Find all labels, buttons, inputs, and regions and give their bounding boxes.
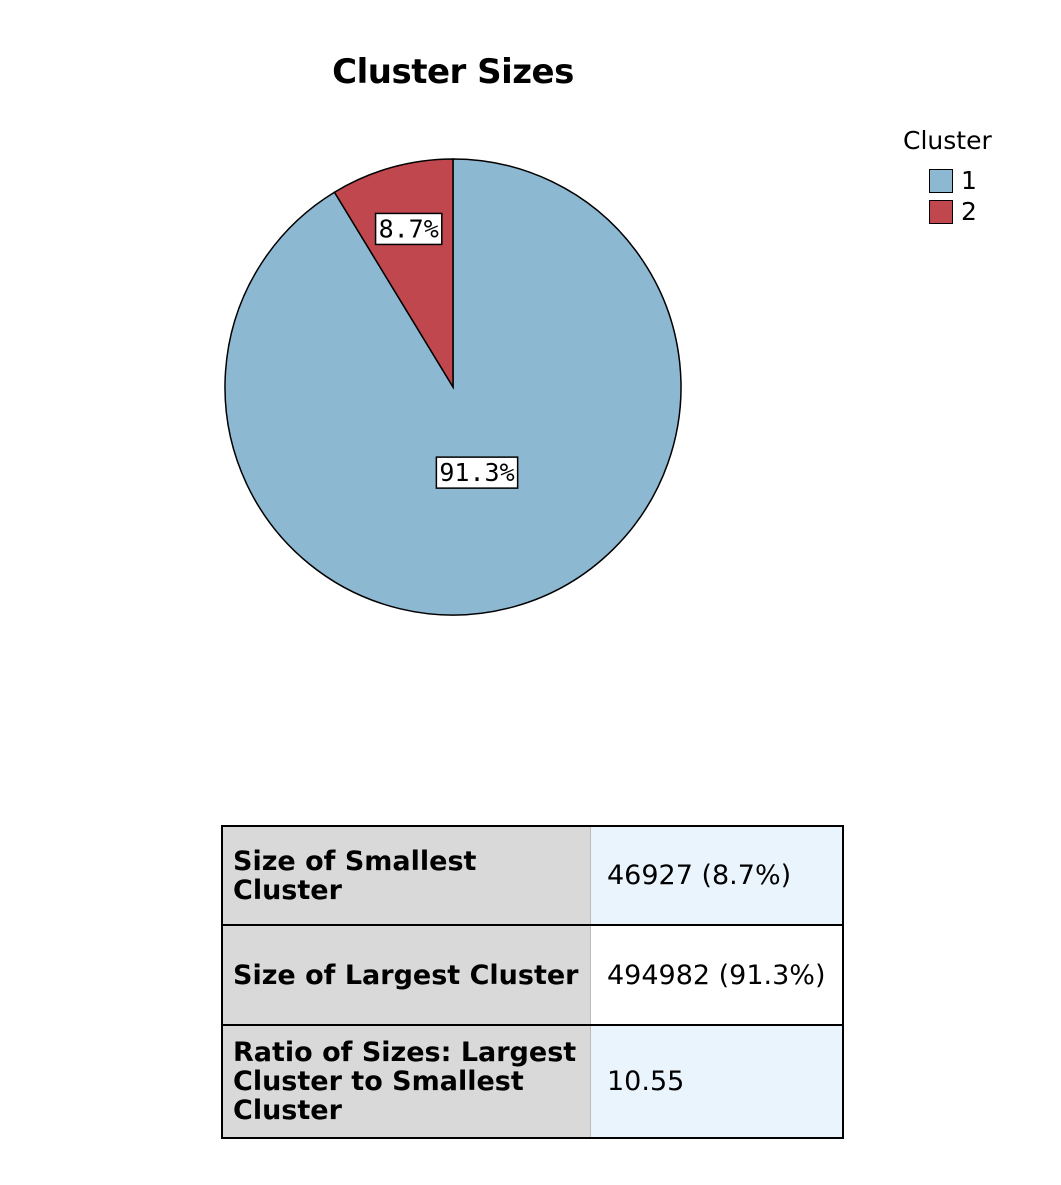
cluster-size-summary-table: Size of Smallest Cluster 46927 (8.7%) Si…	[221, 825, 844, 1139]
legend-item-cluster-2: 2	[929, 196, 1020, 227]
pie-label-text-cluster-2: 8.7%	[379, 214, 439, 243]
pie-label-cluster-1: 91.3%	[435, 456, 519, 489]
row-value-largest-cluster: 494982 (91.3%)	[590, 924, 844, 1026]
row-header-ratio-of-sizes: Ratio of Sizes: Largest Cluster to Small…	[221, 1024, 591, 1139]
legend-label-cluster-1: 1	[961, 166, 977, 195]
pie-label-box-cluster-2	[374, 212, 443, 246]
chart-title: Cluster Sizes	[332, 52, 574, 92]
row-header-largest-cluster: Size of Largest Cluster	[221, 924, 591, 1026]
pie-label-cluster-2: 8.7%	[374, 212, 443, 246]
table-row: Size of Smallest Cluster 46927 (8.7%)	[221, 825, 844, 926]
row-value-ratio-of-sizes: 10.55	[590, 1024, 844, 1139]
legend: Cluster 1 2	[900, 126, 1020, 227]
row-value-smallest-cluster: 46927 (8.7%)	[590, 825, 844, 926]
legend-title: Cluster	[903, 126, 992, 155]
pie-chart: 91.3% 8.7%	[224, 158, 682, 616]
pie-label-text-cluster-1: 91.3%	[439, 458, 514, 487]
legend-label-cluster-2: 2	[961, 197, 977, 226]
table-row: Ratio of Sizes: Largest Cluster to Small…	[221, 1024, 844, 1139]
legend-item-cluster-1: 1	[929, 165, 1020, 196]
legend-swatch-cluster-1	[929, 168, 953, 193]
row-header-smallest-cluster: Size of Smallest Cluster	[221, 825, 591, 926]
table-row: Size of Largest Cluster 494982 (91.3%)	[221, 924, 844, 1026]
pie-label-box-cluster-1	[435, 456, 519, 489]
legend-swatch-cluster-2	[929, 199, 953, 224]
